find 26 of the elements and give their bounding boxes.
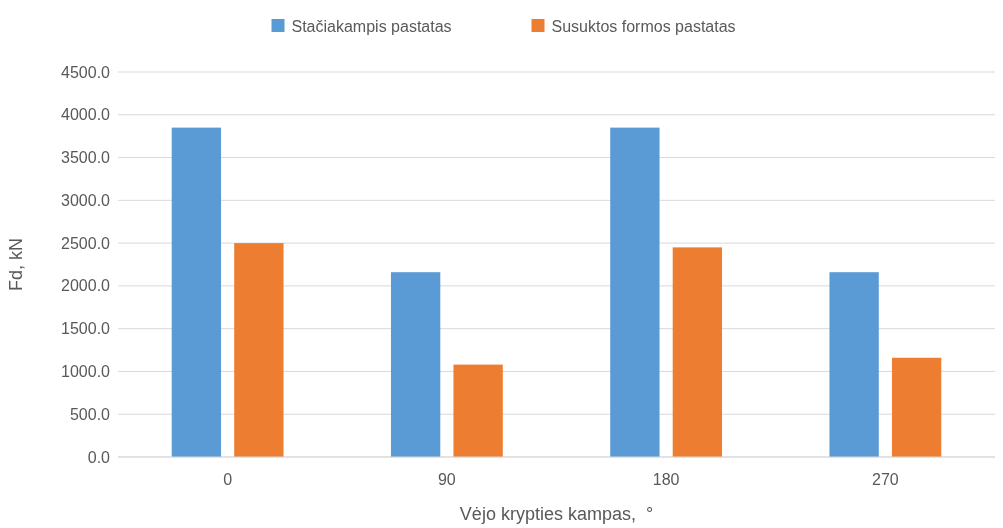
legend-label: Stačiakampis pastatas	[291, 17, 452, 35]
y-tick-label: 1000.0	[61, 363, 111, 381]
bar	[829, 272, 879, 457]
bar	[171, 127, 222, 457]
x-tick-label: 270	[872, 471, 899, 488]
y-tick-label: 4000.0	[61, 106, 111, 124]
y-tick-label: 3000.0	[61, 191, 111, 209]
x-tick-label: 0	[223, 471, 233, 488]
y-tick-label: 0.0	[87, 448, 111, 466]
y-tick-label: 2000.0	[61, 277, 111, 295]
y-axis-title: Fd, kN	[6, 237, 26, 292]
bar	[390, 272, 441, 457]
bar	[453, 364, 503, 457]
bar	[891, 357, 942, 457]
y-tick-label: 500.0	[69, 405, 111, 423]
y-tick-label: 2500.0	[61, 234, 111, 252]
x-tick-label: 180	[652, 471, 680, 488]
x-tick-label: 90	[437, 471, 456, 488]
bar	[672, 247, 723, 457]
y-tick-label: 4500.0	[61, 63, 111, 81]
y-tick-label: 3500.0	[61, 149, 111, 167]
y-tick-label: 1500.0	[61, 320, 111, 338]
bar	[610, 127, 660, 457]
legend-label: Susuktos formos pastatas	[551, 17, 736, 35]
bar	[234, 243, 284, 457]
x-axis-title: Vėjo krypties kampas, °	[459, 504, 654, 524]
